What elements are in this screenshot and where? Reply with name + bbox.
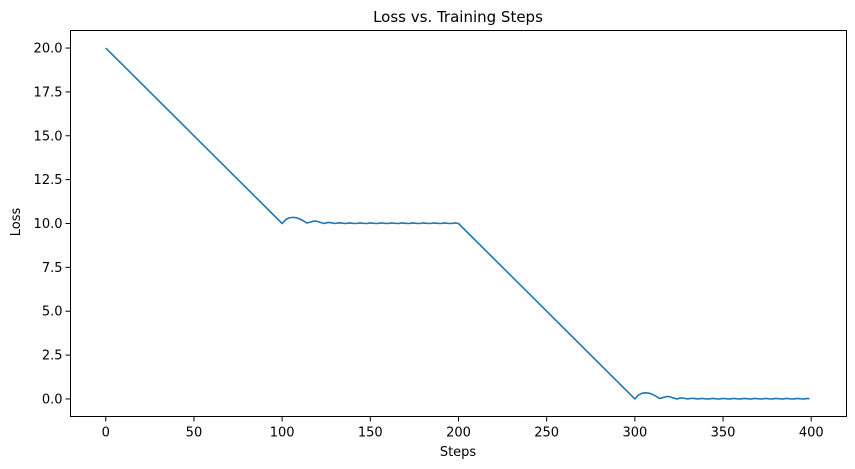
y-tick-label: 7.5 (42, 261, 63, 276)
loss-series-line (105, 47, 810, 400)
y-tick-label: 20.0 (34, 42, 63, 57)
x-tick-label: 300 (622, 426, 647, 441)
x-tick-label: 200 (446, 426, 471, 441)
y-tick-label: 12.5 (34, 173, 63, 188)
y-axis-ticks: 0.0 2.5 5.0 7.5 10.0 12.5 15.0 17.5 20.0 (34, 42, 71, 407)
y-tick-label: 0.0 (42, 392, 63, 407)
plot-frame (70, 30, 847, 417)
y-tick-label: 17.5 (34, 85, 63, 100)
y-tick-label: 5.0 (42, 305, 63, 320)
x-tick-label: 50 (186, 426, 203, 441)
x-tick-label: 250 (534, 426, 559, 441)
chart-title: Loss vs. Training Steps (373, 8, 543, 26)
y-tick-label: 15.0 (34, 129, 63, 144)
x-axis-ticks: 0 50 100 150 200 250 300 350 400 (102, 416, 824, 441)
x-tick-label: 400 (799, 426, 824, 441)
y-tick-label: 10.0 (34, 217, 63, 232)
y-tick-label: 2.5 (42, 349, 63, 364)
x-tick-label: 150 (358, 426, 383, 441)
plot-area (105, 47, 810, 400)
y-axis-label: Loss (9, 208, 24, 237)
x-tick-label: 0 (102, 426, 110, 441)
x-tick-label: 350 (711, 426, 736, 441)
x-axis-label: Steps (440, 445, 477, 460)
x-tick-label: 100 (270, 426, 295, 441)
